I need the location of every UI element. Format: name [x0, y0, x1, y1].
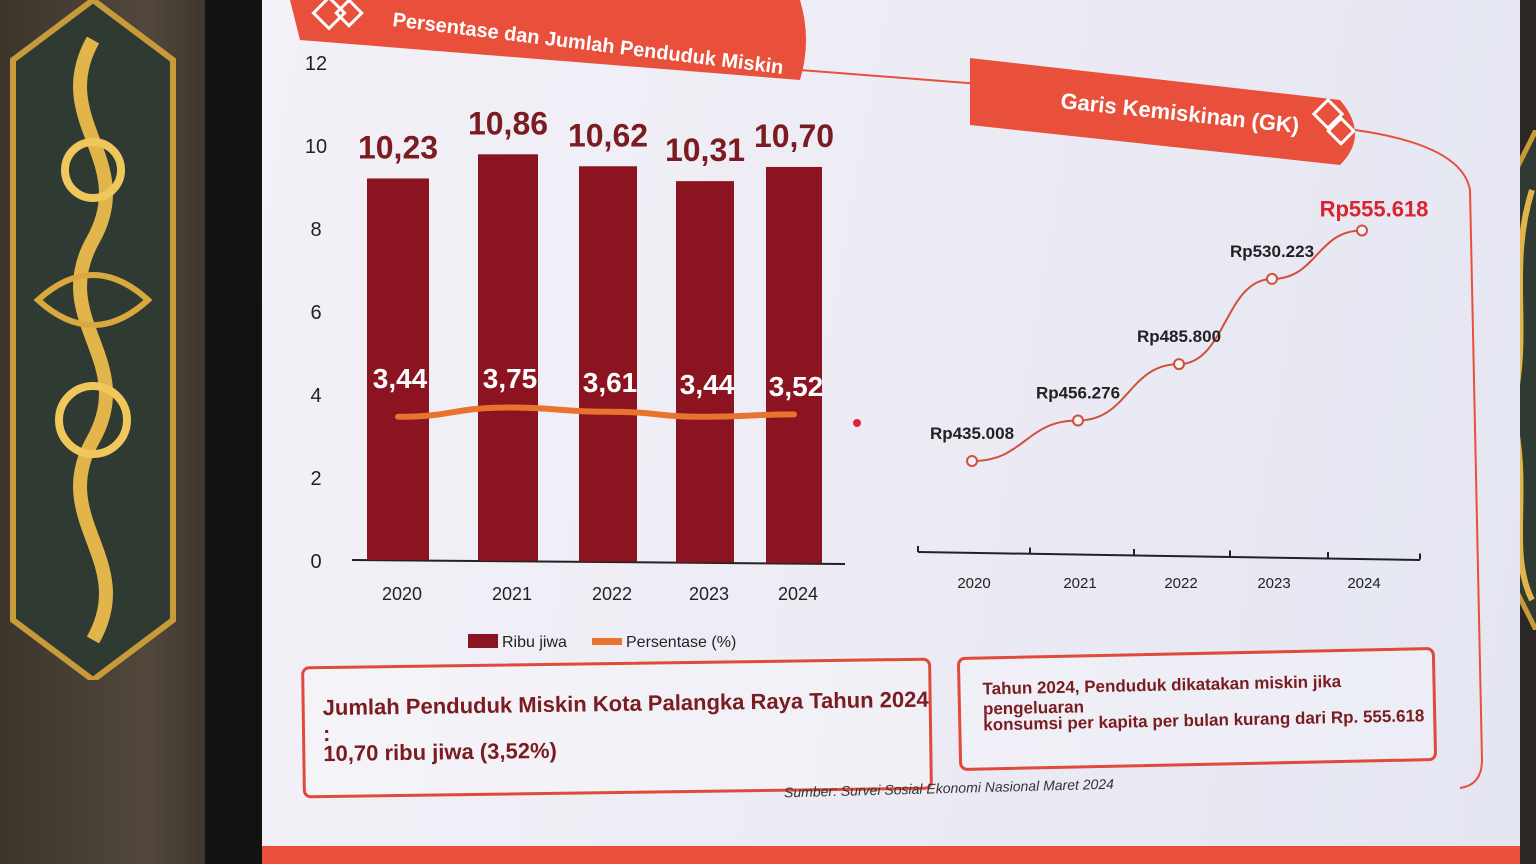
bar-value-label: 10,62	[568, 117, 648, 153]
x-axis-line	[351, 559, 846, 565]
persentase-value-label: 3,75	[483, 363, 538, 394]
bar-value-label: 10,31	[665, 132, 745, 168]
x-category-label: 2024	[778, 584, 818, 604]
y-tick-label: 0	[310, 551, 321, 573]
persentase-value-label: 3,44	[373, 363, 428, 394]
diamond-logo-icon-right	[1311, 97, 1356, 146]
diamond-logo-icon	[311, 0, 364, 31]
gk-value-label: Rp435.008	[930, 424, 1014, 443]
laser-pointer-dot	[853, 419, 861, 427]
legend-bar-label: Ribu jiwa	[502, 634, 567, 651]
bar-value-label: 10,23	[358, 129, 438, 165]
bar-2024	[766, 166, 822, 564]
gk-value-label: Rp555.618	[1320, 196, 1429, 221]
bar-2023	[676, 181, 734, 563]
slide-bottom-strip	[262, 846, 1520, 864]
bar-2021	[478, 154, 538, 561]
gk-point-2023	[1266, 272, 1278, 285]
x-category-label: 2022	[592, 584, 632, 604]
gk-x-category-label: 2021	[1063, 575, 1096, 592]
gk-value-label: Rp485.800	[1137, 327, 1221, 346]
info-population-line2: 10,70 ribu jiwa (3,52%)	[323, 737, 558, 767]
gk-x-category-label: 2022	[1164, 575, 1197, 592]
bar-2022	[579, 166, 637, 562]
ornament-decoration	[10, 0, 176, 680]
y-tick-label: 4	[310, 385, 321, 407]
legend-line-swatch	[592, 638, 622, 645]
y-tick-label: 12	[305, 53, 327, 75]
persentase-value-label: 3,44	[680, 369, 735, 400]
bar-2020	[367, 178, 429, 560]
legend-line-label: Persentase (%)	[626, 634, 736, 651]
gk-point-2024	[1356, 224, 1368, 237]
bar-value-label: 10,86	[468, 105, 548, 141]
legend-bar-swatch	[468, 634, 498, 648]
gk-x-category-label: 2023	[1257, 575, 1290, 592]
y-tick-label: 2	[310, 468, 321, 490]
persentase-line	[395, 404, 797, 420]
poverty-bar-chart: 0 2 4 6 8 10 12 10,23 10,86 10,62 10,31 10,70 3,44…	[305, 53, 846, 651]
info-box-poverty-line: Tahun 2024, Penduduk dikatakan miskin ji…	[956, 647, 1438, 771]
gk-point-2022	[1173, 358, 1185, 371]
x-category-label: 2021	[492, 584, 532, 604]
garis-kemiskinan-line-chart: Rp435.008 Rp456.276 Rp485.800 Rp530.223 Rp55…	[917, 196, 1429, 592]
y-axis-ticks: 0 2 4 6 8 10 12	[305, 53, 327, 573]
x-axis-line-right	[917, 551, 1421, 561]
gk-point-2021	[1072, 414, 1084, 427]
persentase-value-label: 3,61	[583, 367, 638, 398]
x-category-label: 2023	[689, 584, 729, 604]
gk-x-category-label: 2024	[1347, 575, 1380, 592]
info-population-line1: Jumlah Penduduk Miskin Kota Palangka Ray…	[322, 686, 929, 747]
right-title-banner: Garis Kemiskinan (GK)	[970, 58, 1484, 789]
gk-value-label: Rp456.276	[1036, 384, 1120, 403]
persentase-value-label: 3,52	[769, 371, 824, 402]
presentation-slide: Persentase dan Jumlah Penduduk Miskin Ga…	[262, 0, 1520, 864]
left-title-banner: Persentase dan Jumlah Penduduk Miskin	[290, 0, 981, 85]
gk-value-label: Rp530.223	[1230, 242, 1314, 261]
y-tick-label: 8	[310, 219, 321, 241]
bar-value-label: 10,70	[754, 118, 834, 154]
gk-x-category-label: 2020	[957, 575, 990, 592]
gk-point-2020	[966, 455, 978, 468]
y-tick-label: 6	[310, 302, 321, 324]
info-box-population: Jumlah Penduduk Miskin Kota Palangka Ray…	[301, 657, 933, 799]
x-category-label: 2020	[382, 584, 422, 604]
legend: Ribu jiwa Persentase (%)	[468, 634, 736, 651]
y-tick-label: 10	[305, 136, 327, 158]
